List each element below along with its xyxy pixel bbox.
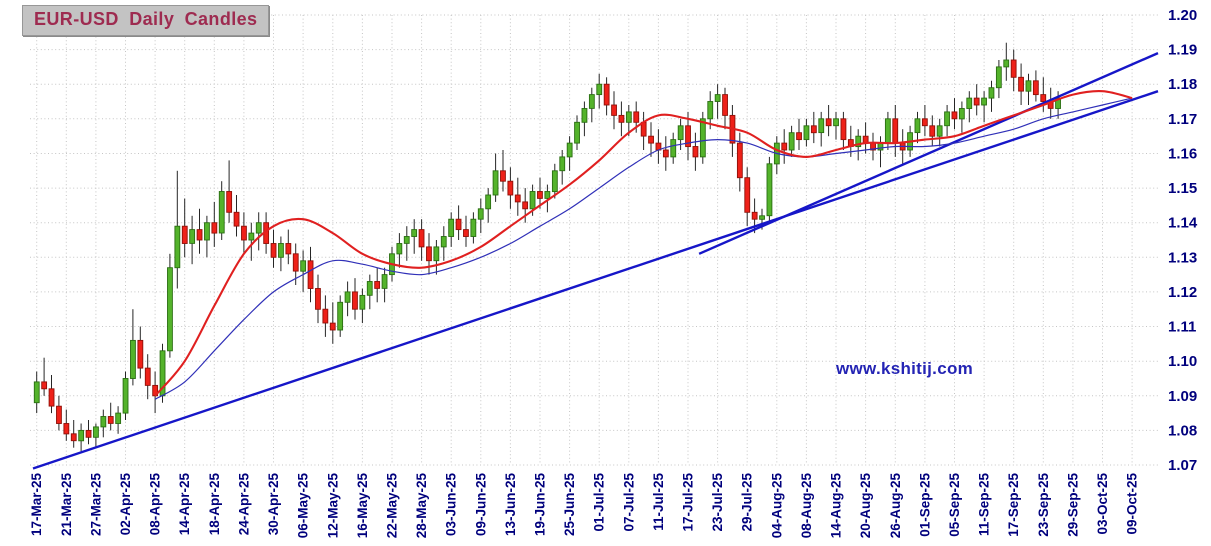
svg-text:24-Apr-25: 24-Apr-25 (236, 473, 251, 536)
axis-labels: 1.20 1.19 1.18 1.17 1.16 1.15 1.14 1.13 1.12 1.11… (29, 7, 1198, 538)
ma-line-red (154, 90, 1133, 397)
svg-text:1.07: 1.07 (1168, 457, 1197, 474)
svg-text:29-Jul-25: 29-Jul-25 (740, 473, 755, 532)
trendlines (32, 52, 1159, 470)
svg-text:03-Oct-25: 03-Oct-25 (1095, 473, 1110, 535)
svg-text:12-May-25: 12-May-25 (325, 473, 340, 539)
svg-text:11-Sep-25: 11-Sep-25 (977, 473, 992, 537)
chart-title-box: EUR-USD Daily Candles (22, 5, 270, 36)
svg-text:20-Aug-25: 20-Aug-25 (858, 473, 873, 539)
svg-text:27-Mar-25: 27-Mar-25 (88, 473, 103, 537)
moving-averages (154, 90, 1133, 400)
svg-text:06-May-25: 06-May-25 (296, 473, 311, 539)
svg-text:25-Jun-25: 25-Jun-25 (562, 473, 577, 537)
svg-text:07-Jul-25: 07-Jul-25 (621, 473, 636, 532)
gridlines (30, 14, 1158, 466)
svg-text:09-Jun-25: 09-Jun-25 (473, 473, 488, 537)
svg-text:1.16: 1.16 (1168, 146, 1197, 163)
svg-text:1.13: 1.13 (1168, 249, 1197, 266)
svg-text:17-Mar-25: 17-Mar-25 (29, 473, 44, 537)
svg-text:04-Aug-25: 04-Aug-25 (769, 473, 784, 539)
svg-text:14-Apr-25: 14-Apr-25 (177, 473, 192, 536)
svg-text:1.19: 1.19 (1168, 42, 1197, 59)
svg-text:17-Sep-25: 17-Sep-25 (1006, 473, 1021, 537)
ma-line-blue (154, 97, 1133, 400)
svg-text:03-Jun-25: 03-Jun-25 (444, 473, 459, 537)
svg-text:23-Sep-25: 23-Sep-25 (1036, 473, 1051, 537)
svg-text:09-Oct-25: 09-Oct-25 (1125, 473, 1140, 535)
svg-text:23-Jul-25: 23-Jul-25 (710, 473, 725, 532)
svg-text:17-Jul-25: 17-Jul-25 (681, 473, 696, 532)
svg-text:16-May-25: 16-May-25 (355, 473, 370, 539)
svg-text:18-Apr-25: 18-Apr-25 (207, 473, 222, 536)
svg-text:1.12: 1.12 (1168, 284, 1197, 301)
svg-text:28-May-25: 28-May-25 (414, 473, 429, 539)
svg-text:1.10: 1.10 (1168, 353, 1197, 370)
svg-text:08-Aug-25: 08-Aug-25 (799, 473, 814, 539)
svg-text:1.08: 1.08 (1168, 422, 1197, 439)
svg-text:30-Apr-25: 30-Apr-25 (266, 473, 281, 536)
svg-text:11-Jul-25: 11-Jul-25 (651, 473, 666, 531)
chart-title: EUR-USD Daily Candles (34, 9, 258, 29)
svg-text:01-Sep-25: 01-Sep-25 (917, 473, 932, 537)
svg-text:1.14: 1.14 (1168, 215, 1198, 232)
svg-text:08-Apr-25: 08-Apr-25 (148, 473, 163, 536)
candles-layer (33, 42, 1061, 452)
svg-text:1.20: 1.20 (1168, 7, 1197, 24)
svg-text:1.17: 1.17 (1168, 111, 1197, 128)
svg-text:26-Aug-25: 26-Aug-25 (888, 473, 903, 539)
svg-text:1.18: 1.18 (1168, 76, 1197, 93)
svg-text:01-Jul-25: 01-Jul-25 (592, 473, 607, 532)
svg-text:21-Mar-25: 21-Mar-25 (59, 473, 74, 537)
svg-text:13-Jun-25: 13-Jun-25 (503, 473, 518, 537)
svg-text:29-Sep-25: 29-Sep-25 (1065, 473, 1080, 537)
svg-text:22-May-25: 22-May-25 (385, 473, 400, 539)
svg-text:02-Apr-25: 02-Apr-25 (118, 473, 133, 536)
svg-text:19-Jun-25: 19-Jun-25 (533, 473, 548, 537)
svg-text:05-Sep-25: 05-Sep-25 (947, 473, 962, 537)
svg-text:1.11: 1.11 (1168, 319, 1196, 336)
svg-text:14-Aug-25: 14-Aug-25 (829, 473, 844, 539)
svg-text:1.15: 1.15 (1168, 180, 1197, 197)
watermark-text: www.kshitij.com (836, 359, 974, 378)
svg-text:1.09: 1.09 (1168, 388, 1197, 405)
